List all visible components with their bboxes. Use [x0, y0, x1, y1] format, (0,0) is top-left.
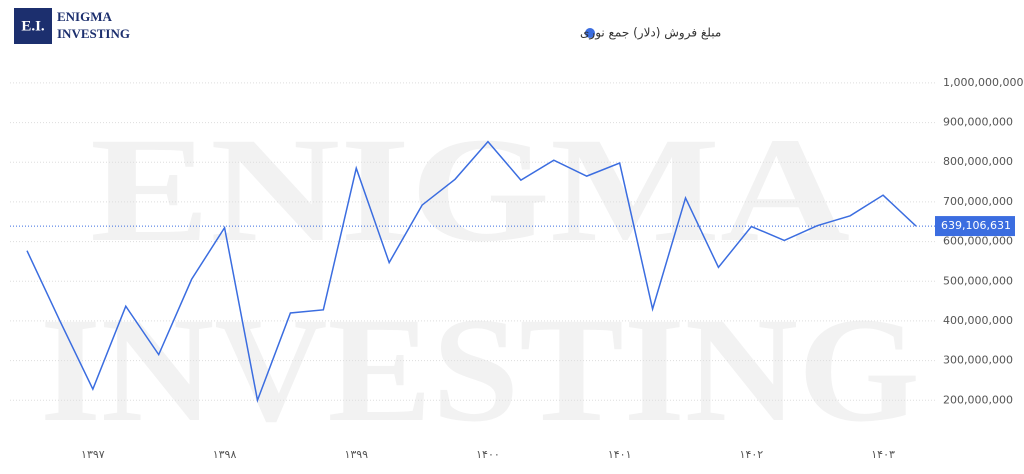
y-tick-label: 800,000,000: [943, 155, 1013, 168]
y-tick-label: 1,000,000,000: [943, 76, 1023, 89]
line: [26, 140, 917, 404]
value-label: 639,106,631: [941, 219, 1011, 232]
legend-label[interactable]: مبلغ فروش (دلار) جمع نوری: [580, 26, 721, 41]
x-tick-label: ۱۳۹۷: [81, 448, 105, 461]
y-tick-label: 500,000,000: [943, 274, 1013, 287]
legend-marker: [585, 28, 595, 38]
y-tick-label: 600,000,000: [943, 235, 1013, 248]
y-tick-label: 400,000,000: [943, 314, 1013, 327]
watermark: ENIGMA: [90, 107, 850, 273]
x-tick-label: ۱۴۰۰: [476, 448, 500, 461]
logo-name: INVESTING: [57, 26, 130, 41]
y-tick-label: 200,000,000: [943, 393, 1013, 406]
x-tick-label: ۱۴۰۳: [871, 448, 895, 461]
x-tick-label: ۱۳۹۹: [344, 448, 368, 461]
y-tick-label: 300,000,000: [943, 354, 1013, 367]
logo-badge: E.I.: [21, 18, 45, 34]
y-tick-label: 700,000,000: [943, 195, 1013, 208]
value-tag: [935, 216, 1015, 237]
x-tick-label: ۱۴۰۱: [608, 448, 632, 461]
logo-badge-bg: [14, 8, 52, 44]
x-tick-label: ۱۳۹۸: [213, 448, 237, 461]
x-tick-label: ۱۴۰۲: [740, 448, 764, 461]
y-tick-label: 900,000,000: [943, 116, 1013, 129]
watermark: INVESTING: [40, 287, 920, 453]
logo-name: ENIGMA: [57, 9, 113, 24]
